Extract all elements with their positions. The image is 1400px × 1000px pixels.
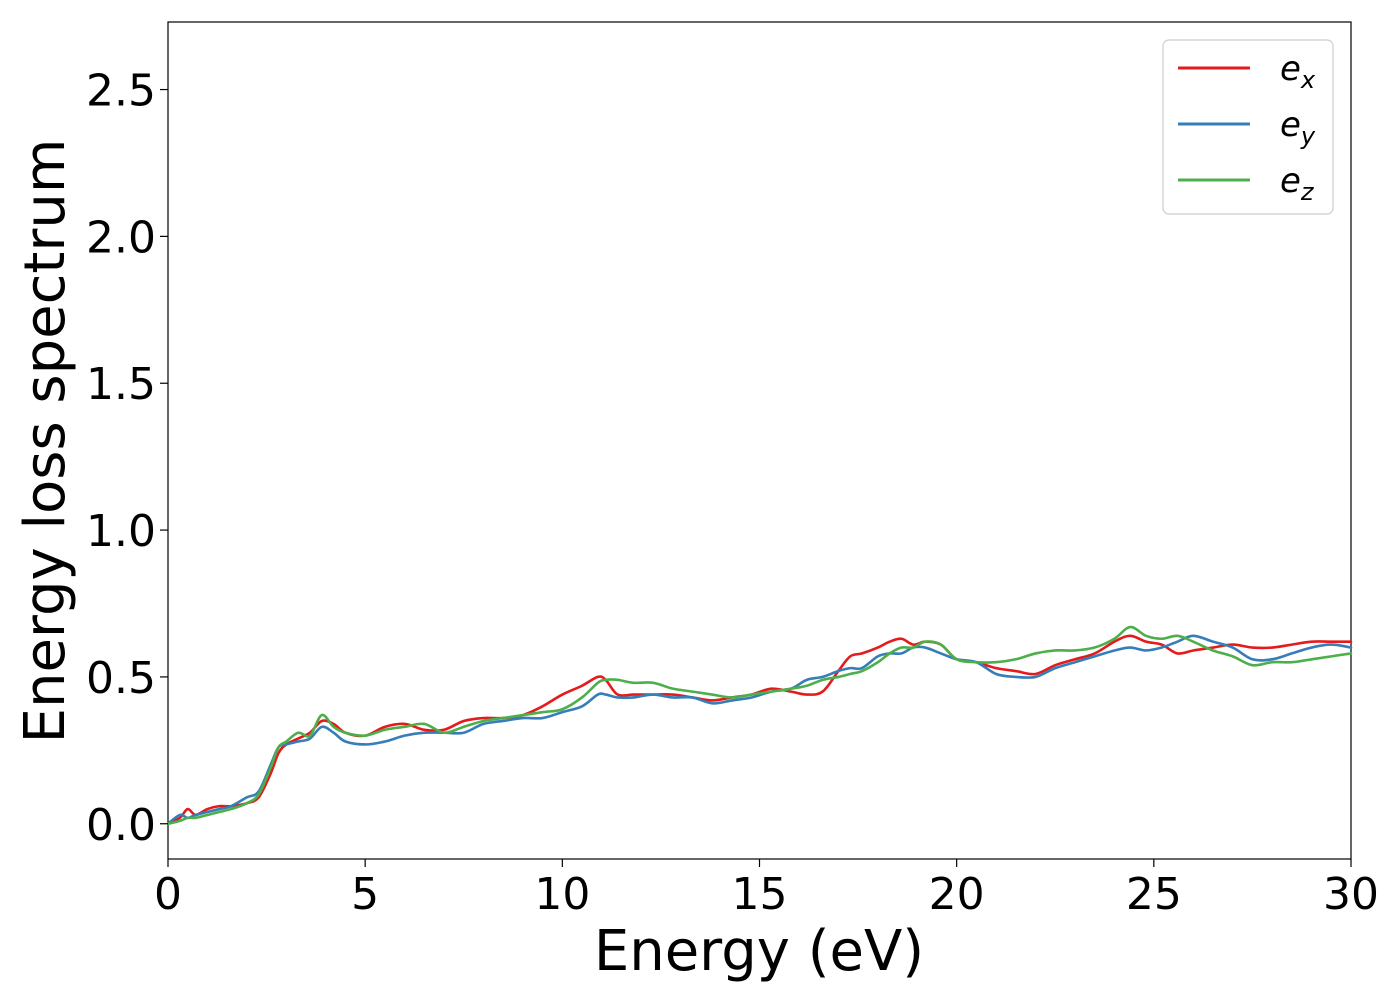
plot-area	[167, 21, 1352, 860]
x-tick-label: 0	[154, 869, 182, 920]
legend-label-z: ez	[1280, 161, 1315, 206]
legend: ex ey ez	[1162, 39, 1334, 215]
series-layer	[166, 625, 1353, 826]
y-tick-label: 1.5	[86, 359, 156, 410]
y-tick-label: 0.0	[86, 800, 156, 851]
x-tick-label: 15	[732, 869, 788, 920]
series-line-x	[166, 634, 1353, 826]
y-axis-title: Energy loss spectrum	[13, 139, 78, 744]
y-tick-label: 2.5	[86, 66, 156, 117]
y-tick-label: 1.0	[86, 506, 156, 557]
y-tick-label: 0.5	[86, 653, 156, 704]
legend-label-x: ex	[1280, 49, 1316, 94]
x-tick-label: 20	[929, 869, 985, 920]
series-line-z	[166, 625, 1353, 826]
legend-label-y: ey	[1280, 105, 1316, 150]
y-axis-ticks: 0.0 0.5 1.0 1.5 2.0 2.5	[86, 66, 168, 851]
y-tick-label: 2.0	[86, 212, 156, 263]
legend-box	[1162, 39, 1334, 215]
x-tick-label: 30	[1323, 869, 1379, 920]
x-tick-label: 10	[534, 869, 590, 920]
x-tick-label: 5	[351, 869, 379, 920]
series-line-y	[166, 634, 1353, 826]
x-axis-ticks: 0 5 10 15 20 25 30	[154, 859, 1379, 920]
x-tick-label: 25	[1126, 869, 1182, 920]
x-axis-title: Energy (eV)	[594, 919, 924, 984]
